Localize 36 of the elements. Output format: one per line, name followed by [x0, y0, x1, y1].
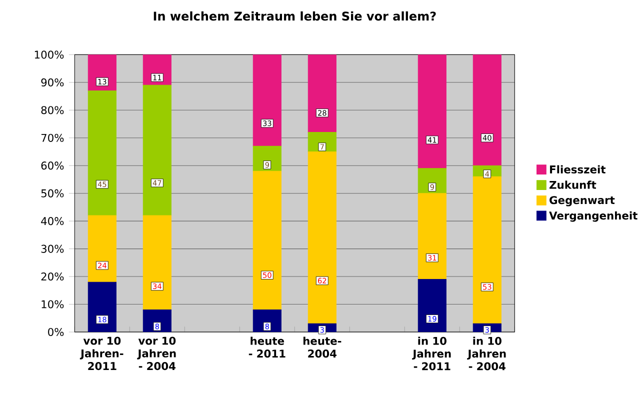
- legend-label: Gegenwart: [550, 196, 615, 206]
- y-tick-label: 100%: [34, 50, 64, 59]
- bar: [418, 168, 446, 194]
- x-tick-label: in 10 Jahren - 2004: [467, 336, 506, 370]
- bar: [88, 90, 116, 216]
- bar: [418, 278, 446, 332]
- legend-label: Fliesszeit: [550, 165, 606, 174]
- bar: [88, 215, 116, 282]
- bar: [472, 176, 502, 324]
- y-tick-label: 0%: [48, 328, 64, 336]
- y-tick-label: 50%: [41, 189, 64, 198]
- chart-title: In welchem Zeitraum leben Sie vor allem?: [154, 11, 436, 21]
- y-tick-label: 70%: [41, 134, 64, 142]
- y-tick-label: 60%: [41, 161, 64, 170]
- y-tick-label: 10%: [42, 300, 64, 308]
- y-tick-label: 80%: [41, 106, 64, 114]
- bar: [142, 84, 172, 216]
- bar: [418, 192, 446, 280]
- bar: [252, 170, 282, 310]
- x-tick-label: vor 10 Jahren - 2004: [137, 336, 176, 370]
- x-tick-label: vor 10 Jahren-2011: [80, 336, 124, 370]
- legend-label: Vergangenheit: [549, 211, 638, 222]
- legend-label: Zukunft: [550, 180, 596, 189]
- x-tick-label: in 10 Jahren - 2011: [412, 336, 451, 370]
- x-tick-label: heute - 2011: [248, 336, 286, 358]
- y-tick-label: 30%: [41, 244, 64, 253]
- x-tick-label: heute-2004: [303, 336, 342, 358]
- y-tick-label: 40%: [41, 216, 64, 225]
- bar: [142, 309, 172, 332]
- bar: [142, 215, 172, 310]
- bar: [252, 146, 282, 172]
- bar: [252, 309, 282, 332]
- y-tick-label: 20%: [41, 272, 64, 280]
- bar: [88, 282, 116, 332]
- bar: [308, 151, 336, 324]
- y-tick-label: 90%: [41, 78, 64, 86]
